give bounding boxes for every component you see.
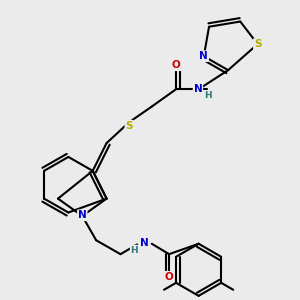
Text: N: N — [194, 83, 202, 94]
Text: H: H — [130, 245, 138, 254]
Text: O: O — [172, 60, 180, 70]
Text: N: N — [78, 210, 87, 220]
Text: N: N — [200, 51, 208, 61]
Text: S: S — [125, 121, 133, 131]
Text: H: H — [205, 91, 212, 100]
Text: O: O — [165, 272, 173, 282]
Text: S: S — [254, 39, 261, 49]
Text: N: N — [140, 238, 148, 248]
